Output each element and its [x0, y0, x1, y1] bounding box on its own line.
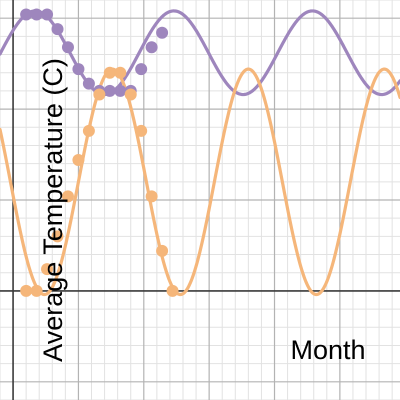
data-point-series-1: [20, 8, 33, 21]
data-point-series-1: [41, 8, 54, 21]
data-point-series-1: [72, 63, 85, 76]
data-point-series-1: [156, 26, 169, 39]
data-point-series-1: [135, 63, 148, 76]
data-point-series-2: [156, 244, 169, 257]
data-point-series-2: [51, 230, 64, 243]
data-points: [20, 8, 179, 297]
data-point-series-1: [51, 23, 64, 36]
data-point-series-2: [30, 284, 43, 297]
data-point-series-1: [103, 84, 116, 97]
data-point-series-1: [61, 41, 74, 54]
data-point-series-1: [114, 84, 127, 97]
data-point-series-2: [20, 284, 33, 297]
data-point-series-2: [93, 88, 106, 101]
data-point-series-2: [103, 66, 116, 79]
data-point-series-2: [135, 124, 148, 137]
data-point-series-1: [82, 77, 95, 90]
data-point-series-2: [145, 190, 158, 203]
data-point-series-1: [145, 41, 158, 54]
data-point-series-2: [61, 190, 74, 203]
y-axis-title: Average Temperature (C): [38, 58, 68, 362]
x-axis-title: Month: [290, 335, 365, 365]
data-point-series-2: [124, 88, 137, 101]
data-point-series-2: [82, 124, 95, 137]
data-point-series-2: [166, 284, 179, 297]
fitted-curve-2: [0, 67, 400, 297]
data-point-series-2: [114, 66, 127, 79]
data-point-series-2: [41, 263, 54, 276]
data-point-series-2: [72, 154, 85, 166]
data-point-series-1: [30, 8, 43, 21]
